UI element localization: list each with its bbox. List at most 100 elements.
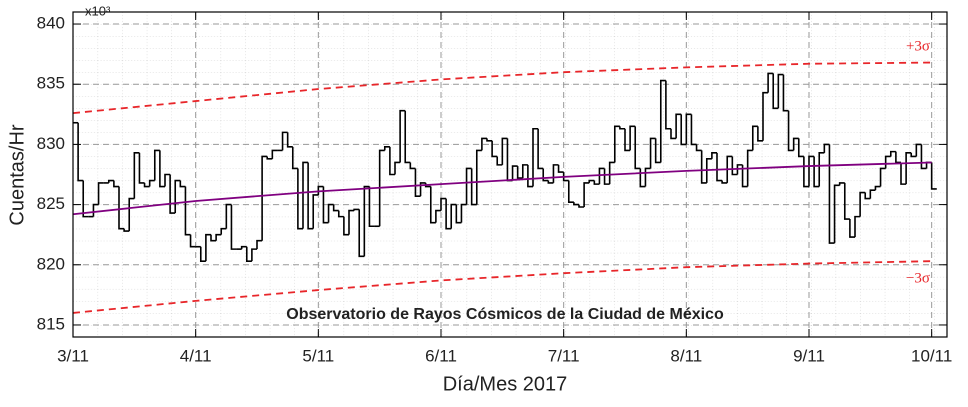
y-tick-label: 830	[37, 134, 65, 153]
step	[107, 179, 114, 183]
step	[491, 140, 498, 158]
y-tick-label: 825	[37, 194, 65, 213]
step	[818, 152, 825, 187]
step	[123, 228, 130, 232]
step	[767, 72, 774, 93]
step	[516, 166, 523, 179]
step	[828, 144, 835, 244]
trend-line	[72, 161, 932, 216]
plot-frame	[72, 11, 948, 338]
step	[864, 192, 871, 200]
step	[716, 152, 723, 182]
step	[399, 109, 406, 163]
step	[189, 234, 196, 248]
step	[343, 216, 349, 236]
step	[624, 128, 631, 152]
step	[169, 174, 176, 214]
step	[77, 122, 84, 182]
lower-label: −3σ	[906, 270, 930, 286]
step	[700, 150, 707, 184]
step	[521, 164, 528, 179]
x-tick-label: 10/11	[911, 346, 952, 365]
step	[608, 161, 615, 185]
step	[895, 151, 901, 164]
step	[588, 179, 595, 183]
step	[854, 215, 861, 238]
step	[757, 126, 763, 142]
step	[179, 180, 186, 188]
step	[337, 210, 344, 218]
step	[307, 162, 314, 230]
step	[695, 144, 702, 152]
y-axis-title: Cuentas/Hr	[6, 124, 28, 225]
step	[118, 186, 125, 230]
step	[659, 79, 666, 163]
step	[792, 137, 799, 151]
step	[245, 246, 252, 262]
step	[578, 204, 585, 208]
step	[113, 180, 119, 188]
step	[772, 73, 779, 110]
step	[680, 114, 687, 146]
x-tick-label: 9/11	[793, 346, 825, 365]
step	[460, 203, 467, 223]
step	[266, 156, 273, 160]
step	[808, 155, 815, 187]
step	[205, 233, 211, 262]
step	[930, 162, 937, 190]
step	[133, 152, 140, 199]
step	[889, 150, 896, 157]
step	[685, 113, 692, 145]
x-tick-label: 3/11	[57, 346, 89, 365]
step	[915, 143, 922, 157]
step	[573, 202, 579, 206]
step	[920, 144, 927, 170]
step	[603, 168, 610, 185]
step	[256, 239, 263, 250]
step	[547, 180, 554, 184]
step	[383, 146, 390, 151]
step	[368, 186, 375, 228]
step	[777, 73, 784, 109]
x-axis-title: Día/Mes 2017	[443, 373, 568, 395]
step	[711, 152, 717, 159]
step	[736, 164, 743, 175]
x-tick-label: 4/11	[180, 346, 212, 365]
step	[240, 245, 247, 250]
step	[833, 184, 840, 244]
step	[751, 125, 758, 151]
step	[465, 167, 472, 205]
step	[501, 137, 508, 165]
step	[567, 180, 574, 203]
step	[143, 182, 150, 188]
step	[215, 233, 222, 241]
step	[629, 125, 636, 151]
step	[378, 149, 385, 227]
step	[348, 209, 355, 235]
step	[634, 126, 641, 170]
step	[874, 185, 881, 191]
step	[859, 191, 866, 217]
step	[153, 149, 160, 181]
step	[654, 138, 661, 164]
annotation: Observatorio de Rayos Cósmicos de la Ciu…	[286, 306, 724, 323]
minor-grid	[73, 12, 947, 337]
step	[271, 149, 278, 159]
step	[332, 204, 339, 212]
step	[450, 203, 457, 229]
step	[670, 128, 677, 140]
y-tick-label: 820	[37, 254, 65, 273]
step	[389, 146, 395, 176]
x-tick-label: 6/11	[425, 346, 457, 365]
plot-layer	[72, 12, 947, 337]
step	[159, 150, 165, 188]
step	[562, 172, 569, 182]
step	[230, 204, 237, 250]
step	[455, 204, 462, 224]
step	[838, 182, 845, 186]
step	[210, 234, 217, 242]
step	[598, 167, 605, 185]
step	[138, 152, 145, 184]
step	[312, 194, 319, 229]
